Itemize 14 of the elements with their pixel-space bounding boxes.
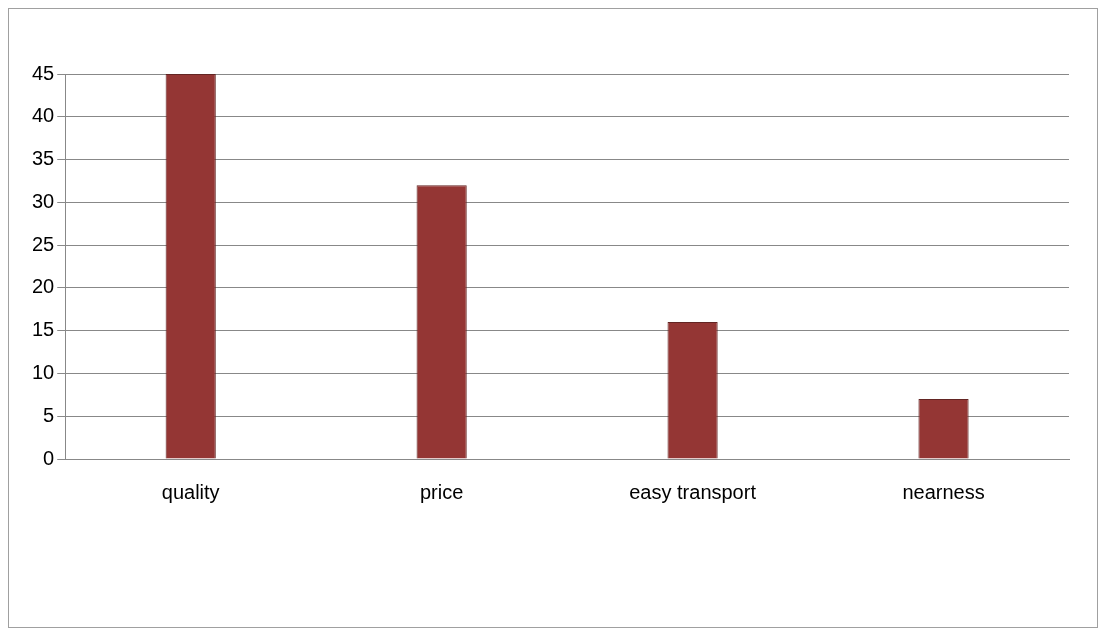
- y-tick-label: 15: [32, 318, 55, 341]
- y-tick-label: 25: [32, 232, 55, 255]
- x-tick-label: nearness: [902, 480, 985, 503]
- y-tick-label: 5: [43, 403, 55, 426]
- y-tick-label: 30: [32, 189, 55, 212]
- y-tick-label: 40: [32, 104, 55, 127]
- x-tick-label: easy transport: [629, 480, 757, 503]
- y-tick-label: 20: [32, 275, 55, 298]
- y-tick-label: 10: [32, 360, 55, 383]
- x-tick-label: price: [419, 480, 464, 503]
- x-tick-label: quality: [161, 480, 220, 503]
- y-tick-label: 35: [32, 147, 55, 170]
- y-tick-label: 45: [32, 61, 55, 84]
- y-tick-label: 0: [43, 446, 55, 469]
